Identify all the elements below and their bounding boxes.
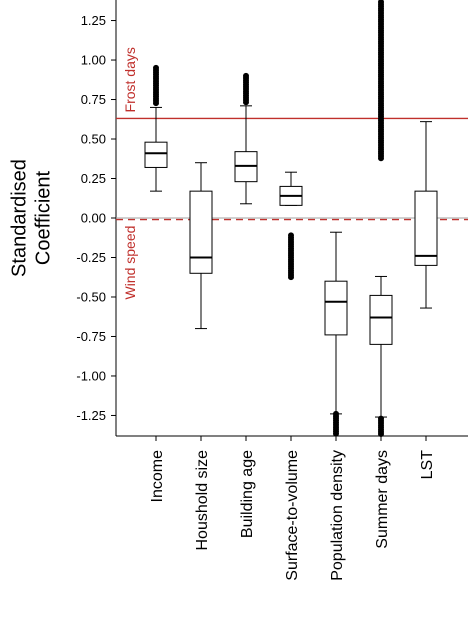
outlier-point [243, 99, 249, 106]
y-tick-label: 0.25 [81, 171, 106, 186]
outlier-point [288, 274, 294, 281]
box-iqr [414, 190, 438, 266]
box-iqr [144, 141, 168, 168]
y-tick-label: -1.00 [76, 368, 106, 383]
boxes-group [144, 0, 438, 438]
category-label: Surface-to-volume [284, 450, 301, 581]
labels-group: Income Houshold size Building age Surface-t… [8, 47, 436, 581]
category-label: Income [149, 450, 166, 503]
y-tick-label: 0.75 [81, 92, 106, 107]
category-label: Summer days [374, 450, 391, 549]
y-tick-label: -0.25 [76, 250, 106, 265]
outlier-point [333, 430, 339, 437]
y-tick-label: 0.50 [81, 132, 106, 147]
category-label: Houshold size [194, 450, 211, 551]
y-axis-title: Standardised [8, 159, 30, 277]
category-label: Population density [329, 450, 346, 581]
y-tick-label: -0.50 [76, 289, 106, 304]
y-tick-label: 1.00 [81, 53, 106, 68]
box-iqr [189, 190, 213, 274]
outlier-point [153, 100, 159, 107]
box-iqr [324, 280, 348, 336]
outlier-point [378, 155, 384, 162]
box-iqr [369, 294, 393, 345]
reference-label: Wind speed [122, 226, 138, 300]
outlier-point [378, 431, 384, 438]
y-tick-label: -0.75 [76, 329, 106, 344]
category-label: LST [419, 450, 436, 480]
reference-lines-group [116, 117, 468, 221]
y-tick-label: 1.25 [81, 13, 106, 28]
axes-group: 1.25 1.00 0.75 0.50 0.25 0.00 -0.25 -0.50 -0.75 -… [76, 0, 468, 441]
reference-label: Frost days [122, 47, 138, 112]
y-tick-label: -1.25 [76, 408, 106, 423]
y-tick-label: 0.00 [81, 211, 106, 226]
y-axis-title: Coefficient [32, 170, 54, 265]
category-label: Building age [239, 450, 256, 538]
